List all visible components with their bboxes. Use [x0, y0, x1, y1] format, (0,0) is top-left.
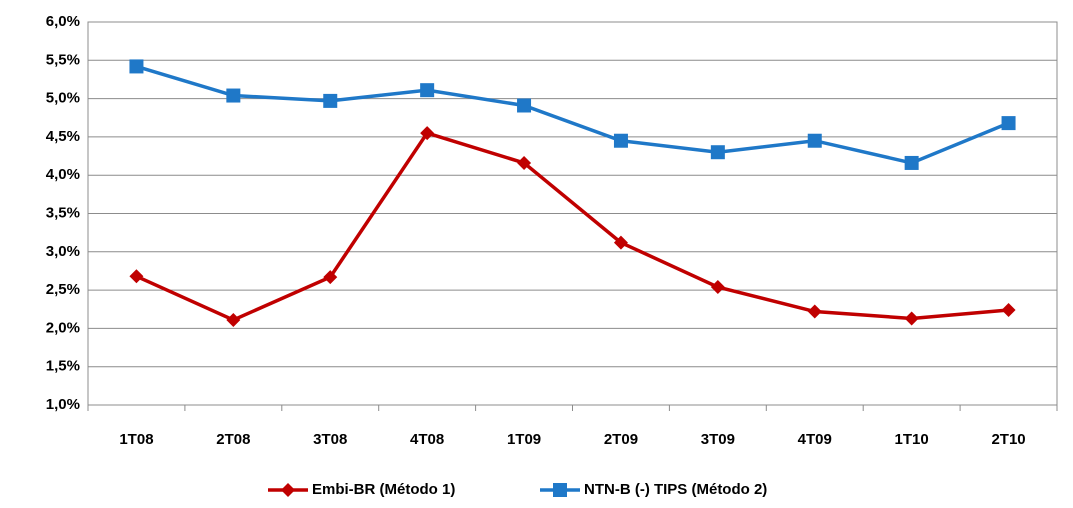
- y-tick-label: 3,0%: [46, 243, 80, 260]
- marker: [904, 311, 919, 326]
- x-tick-label: 1T10: [895, 431, 929, 448]
- x-tick-label: 4T08: [410, 431, 444, 448]
- marker: [129, 59, 144, 74]
- marker: [1001, 303, 1016, 318]
- series-line: [135, 131, 1009, 322]
- marker: [710, 145, 725, 160]
- y-tick-label: 2,0%: [46, 319, 80, 336]
- y-tick-label: 5,0%: [46, 90, 80, 107]
- marker: [1001, 116, 1016, 131]
- marker: [420, 126, 435, 141]
- x-tick-label: 1T09: [507, 431, 541, 448]
- marker: [226, 88, 241, 103]
- marker: [710, 280, 725, 295]
- marker: [553, 483, 567, 497]
- marker: [323, 270, 338, 285]
- x-tick-label: 2T10: [991, 431, 1025, 448]
- marker: [613, 235, 628, 250]
- y-tick-label: 5,5%: [46, 51, 80, 68]
- x-tick-label: 2T08: [216, 431, 250, 448]
- y-tick-label: 1,0%: [46, 396, 80, 413]
- y-tick-label: 6,0%: [46, 13, 80, 30]
- x-tick-label: 4T09: [798, 431, 832, 448]
- x-tick-label: 2T09: [604, 431, 638, 448]
- legend-label: Embi-BR (Método 1): [312, 481, 455, 498]
- marker: [323, 93, 338, 108]
- y-tick-label: 4,5%: [46, 128, 80, 145]
- marker: [807, 133, 822, 148]
- marker: [517, 155, 532, 170]
- series-line: [135, 64, 1010, 165]
- marker: [613, 133, 628, 148]
- marker: [129, 269, 144, 284]
- x-tick-label: 3T08: [313, 431, 347, 448]
- y-tick-label: 3,5%: [46, 204, 80, 221]
- x-tick-label: 3T09: [701, 431, 735, 448]
- marker: [904, 155, 919, 170]
- y-tick-label: 1,5%: [46, 358, 80, 375]
- marker: [517, 98, 532, 113]
- marker: [420, 83, 435, 98]
- marker: [807, 304, 822, 319]
- y-tick-label: 4,0%: [46, 166, 80, 183]
- marker: [226, 312, 241, 327]
- x-tick-label: 1T08: [119, 431, 153, 448]
- y-tick-label: 2,5%: [46, 281, 80, 298]
- legend-label: NTN-B (-) TIPS (Método 2): [584, 481, 767, 498]
- marker: [281, 483, 295, 497]
